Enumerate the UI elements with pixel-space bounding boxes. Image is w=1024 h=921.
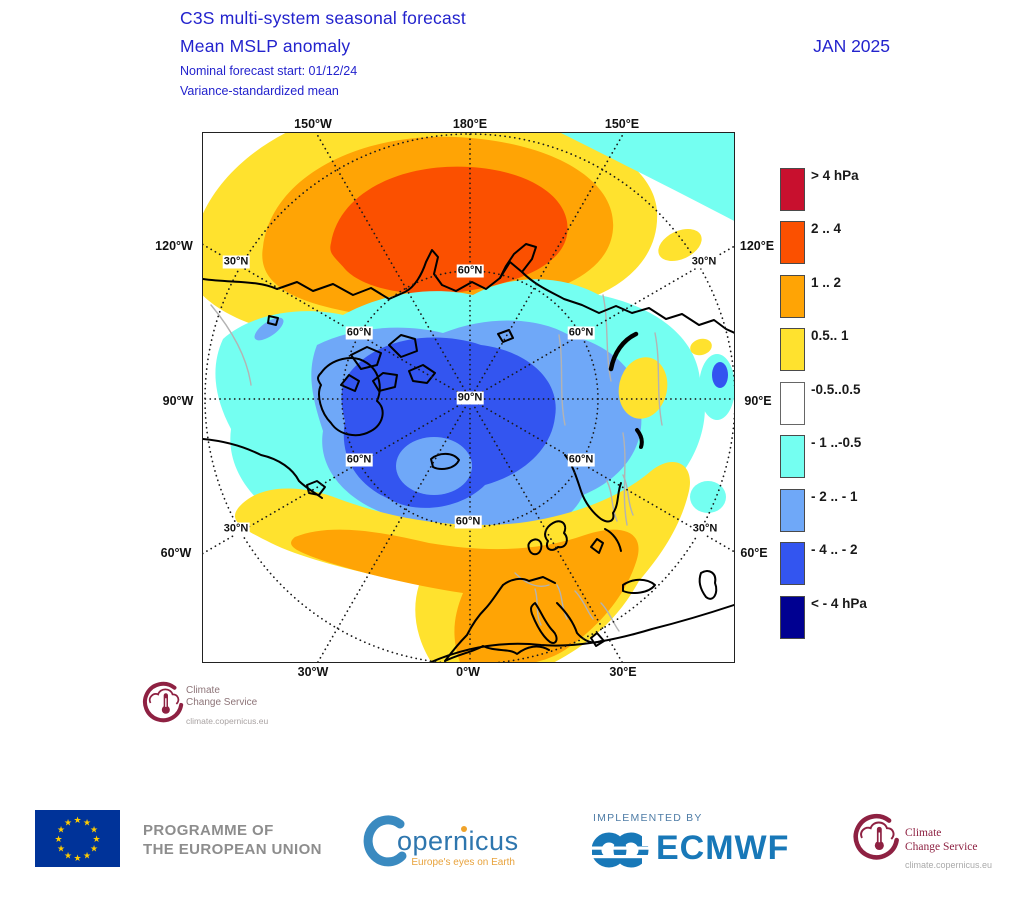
- legend-swatch-2-4: [780, 221, 805, 264]
- inner-label-60n-ll: 60°N: [345, 453, 373, 467]
- copernicus-crescent-icon: [363, 815, 407, 867]
- legend-label-m4-2: - 4 .. - 2: [811, 542, 858, 557]
- ecmwf-logo-icon: [592, 832, 650, 868]
- legend-swatch-05-1: [780, 328, 805, 371]
- legend-swatch-1-2: [780, 275, 805, 318]
- svg-text:★: ★: [90, 845, 98, 855]
- legend-swatch-m2-1: [780, 489, 805, 532]
- ccs-map-logo-line1: Climate: [186, 685, 220, 696]
- ccs-map-logo-line2: Change Service: [186, 697, 258, 708]
- forecast-date-label: JAN 2025: [813, 36, 890, 56]
- legend-swatch-m1-05: [780, 435, 805, 478]
- forecast-map-canvas: [203, 133, 734, 662]
- svg-text:★: ★: [73, 816, 81, 826]
- svg-text:★: ★: [73, 854, 81, 864]
- inner-label-60n-ur: 60°N: [567, 326, 595, 340]
- svg-text:★: ★: [83, 852, 91, 862]
- svg-text:★: ★: [92, 835, 100, 845]
- legend-label-m2-1: - 2 .. - 1: [811, 489, 858, 504]
- inner-label-60n-ul: 60°N: [345, 326, 373, 340]
- ccs-ring-icon: [143, 681, 184, 723]
- forecast-start-label: Nominal forecast start: 01/12/24: [180, 64, 358, 78]
- inner-label-60n-lr: 60°N: [567, 453, 595, 467]
- implemented-by-label: IMPLEMENTED BY: [593, 812, 703, 824]
- legend-swatch-neutral: [780, 382, 805, 425]
- grid-label-60w: 60°W: [160, 546, 192, 560]
- svg-text:★: ★: [54, 835, 62, 845]
- legend-label-1-2: 1 .. 2: [811, 275, 842, 290]
- copernicus-dot-icon: [461, 826, 467, 832]
- legend-label-gt4: > 4 hPa: [811, 168, 859, 183]
- legend-label-lt4: < - 4 hPa: [811, 596, 867, 611]
- legend-swatch-lt4: [780, 596, 805, 639]
- inner-label-90n-pole: 90°N: [456, 391, 484, 405]
- ccs-footer-url: climate.copernicus.eu: [905, 860, 993, 870]
- svg-text:★: ★: [64, 852, 72, 862]
- grid-label-90e: 90°E: [744, 394, 772, 408]
- ccs-footer-line1: Climate: [905, 827, 942, 839]
- grid-label-150e: 150°E: [604, 117, 640, 131]
- ecmwf-wordmark: ECMWF: [656, 829, 790, 867]
- legend-label-neutral: -0.5..0.5: [811, 382, 861, 397]
- page-title-line1: C3S multi-system seasonal forecast: [180, 8, 466, 28]
- eu-flag-icon: ★ ★★ ★★★ ★★★ ★★★: [35, 810, 120, 867]
- eu-programme-line1: PROGRAMME OF: [143, 822, 274, 839]
- svg-text:★: ★: [57, 845, 65, 855]
- grid-label-0w: 0°W: [456, 665, 480, 679]
- grid-label-180e: 180°E: [452, 117, 488, 131]
- page-title-line2: Mean MSLP anomaly: [180, 36, 351, 56]
- svg-text:★: ★: [90, 826, 98, 836]
- anomaly-field: [203, 133, 734, 662]
- grid-label-90w: 90°W: [162, 394, 194, 408]
- inner-label-30n-tr: 30°N: [690, 255, 718, 269]
- svg-text:★: ★: [83, 819, 91, 829]
- coastlines: [203, 243, 734, 662]
- copernicus-wordmark: opernicus: [397, 826, 519, 856]
- grid-label-60e: 60°E: [740, 546, 768, 560]
- eu-programme-text: PROGRAMME OF THE EUROPEAN UNION: [143, 821, 322, 859]
- grid-label-30e: 30°E: [609, 665, 637, 679]
- legend-label-2-4: 2 .. 4: [811, 221, 842, 236]
- inner-label-30n-tl: 30°N: [222, 255, 250, 269]
- legend-swatch-m4-2: [780, 542, 805, 585]
- inner-label-60n-top: 60°N: [456, 264, 484, 278]
- grid-label-120e: 120°E: [739, 239, 775, 253]
- grid-label-120w: 120°W: [155, 239, 193, 253]
- forecast-map: 30°N 30°N 30°N 30°N 60°N 60°N 60°N 60°N …: [202, 132, 735, 663]
- legend-label-m1-05: - 1 ..-0.5: [811, 435, 862, 450]
- grid-label-30w: 30°W: [297, 665, 329, 679]
- ccs-footer-line2: Change Service: [905, 841, 978, 853]
- ccs-map-logo-url: climate.copernicus.eu: [186, 716, 269, 726]
- inner-label-30n-br: 30°N: [691, 522, 719, 536]
- variance-label: Variance-standardized mean: [180, 84, 339, 98]
- eu-programme-line2: THE EUROPEAN UNION: [143, 841, 322, 858]
- inner-label-30n-bl: 30°N: [222, 522, 250, 536]
- svg-text:★: ★: [64, 819, 72, 829]
- inner-label-60n-bottom: 60°N: [454, 515, 482, 529]
- copernicus-tagline: Europe's eyes on Earth: [411, 857, 515, 868]
- grid-label-150w: 150°W: [294, 117, 332, 131]
- legend-swatch-gt4: [780, 168, 805, 211]
- svg-text:★: ★: [57, 826, 65, 836]
- ccs-footer-ring-icon: [853, 813, 899, 860]
- legend-label-05-1: 0.5.. 1: [811, 328, 849, 343]
